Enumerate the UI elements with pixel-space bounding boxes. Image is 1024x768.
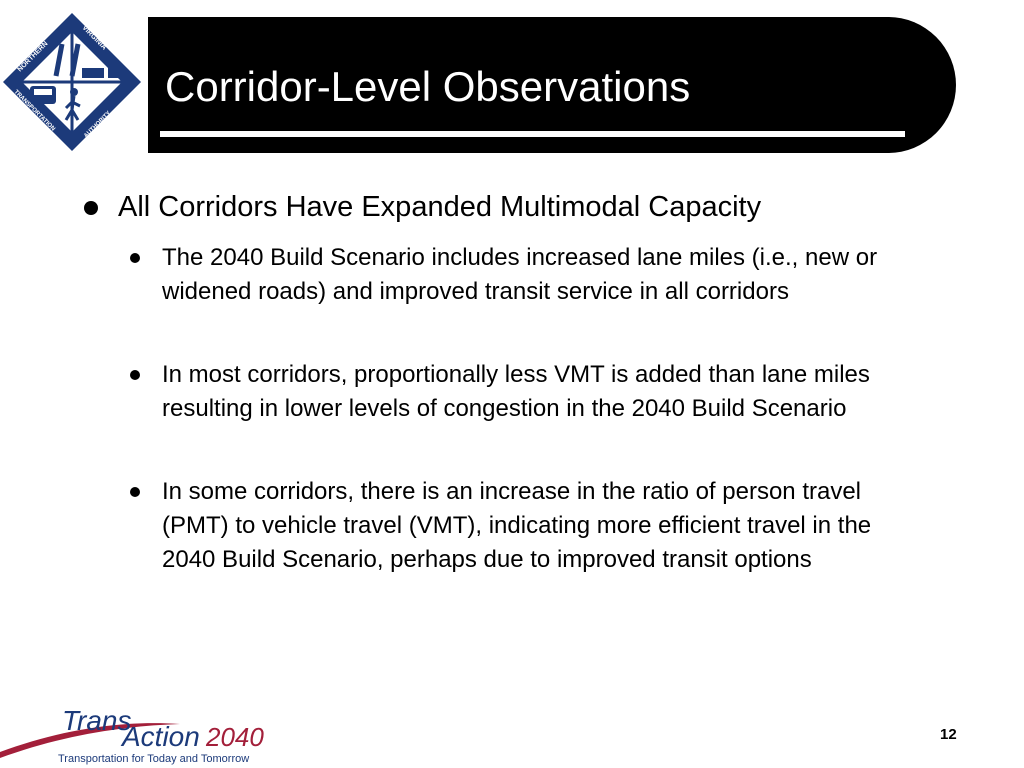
slide-content: All Corridors Have Expanded Multimodal C… [84,191,878,573]
brand-year: 2040 [205,722,264,752]
bullet-dot [84,201,98,215]
bullet-dot [130,370,140,380]
footer-tagline: Transportation for Today and Tomorrow [58,753,250,765]
bullet-dot [130,487,140,497]
sub-bullet-text: In most corridors, proportionally less V… [162,361,870,422]
nvta-logo: NORTHERN VIRGINIA TRANSPORTATION AUTHORI… [3,13,141,151]
main-bullet-text: All Corridors Have Expanded Multimodal C… [118,191,762,223]
brand-action: Action [120,721,200,752]
title-banner [148,17,956,153]
page-title: Corridor-Level Observations [165,63,691,110]
title-underline [160,131,905,137]
sub-bullet-text: In some corridors, there is an increase … [162,478,872,573]
bullet-dot [130,253,140,263]
transaction-2040-logo: Trans Action 2040 [0,705,264,758]
page-number: 12 [940,726,957,743]
sub-bullet-text: The 2040 Build Scenario includes increas… [162,244,878,305]
brand-trans: Trans [62,705,132,736]
